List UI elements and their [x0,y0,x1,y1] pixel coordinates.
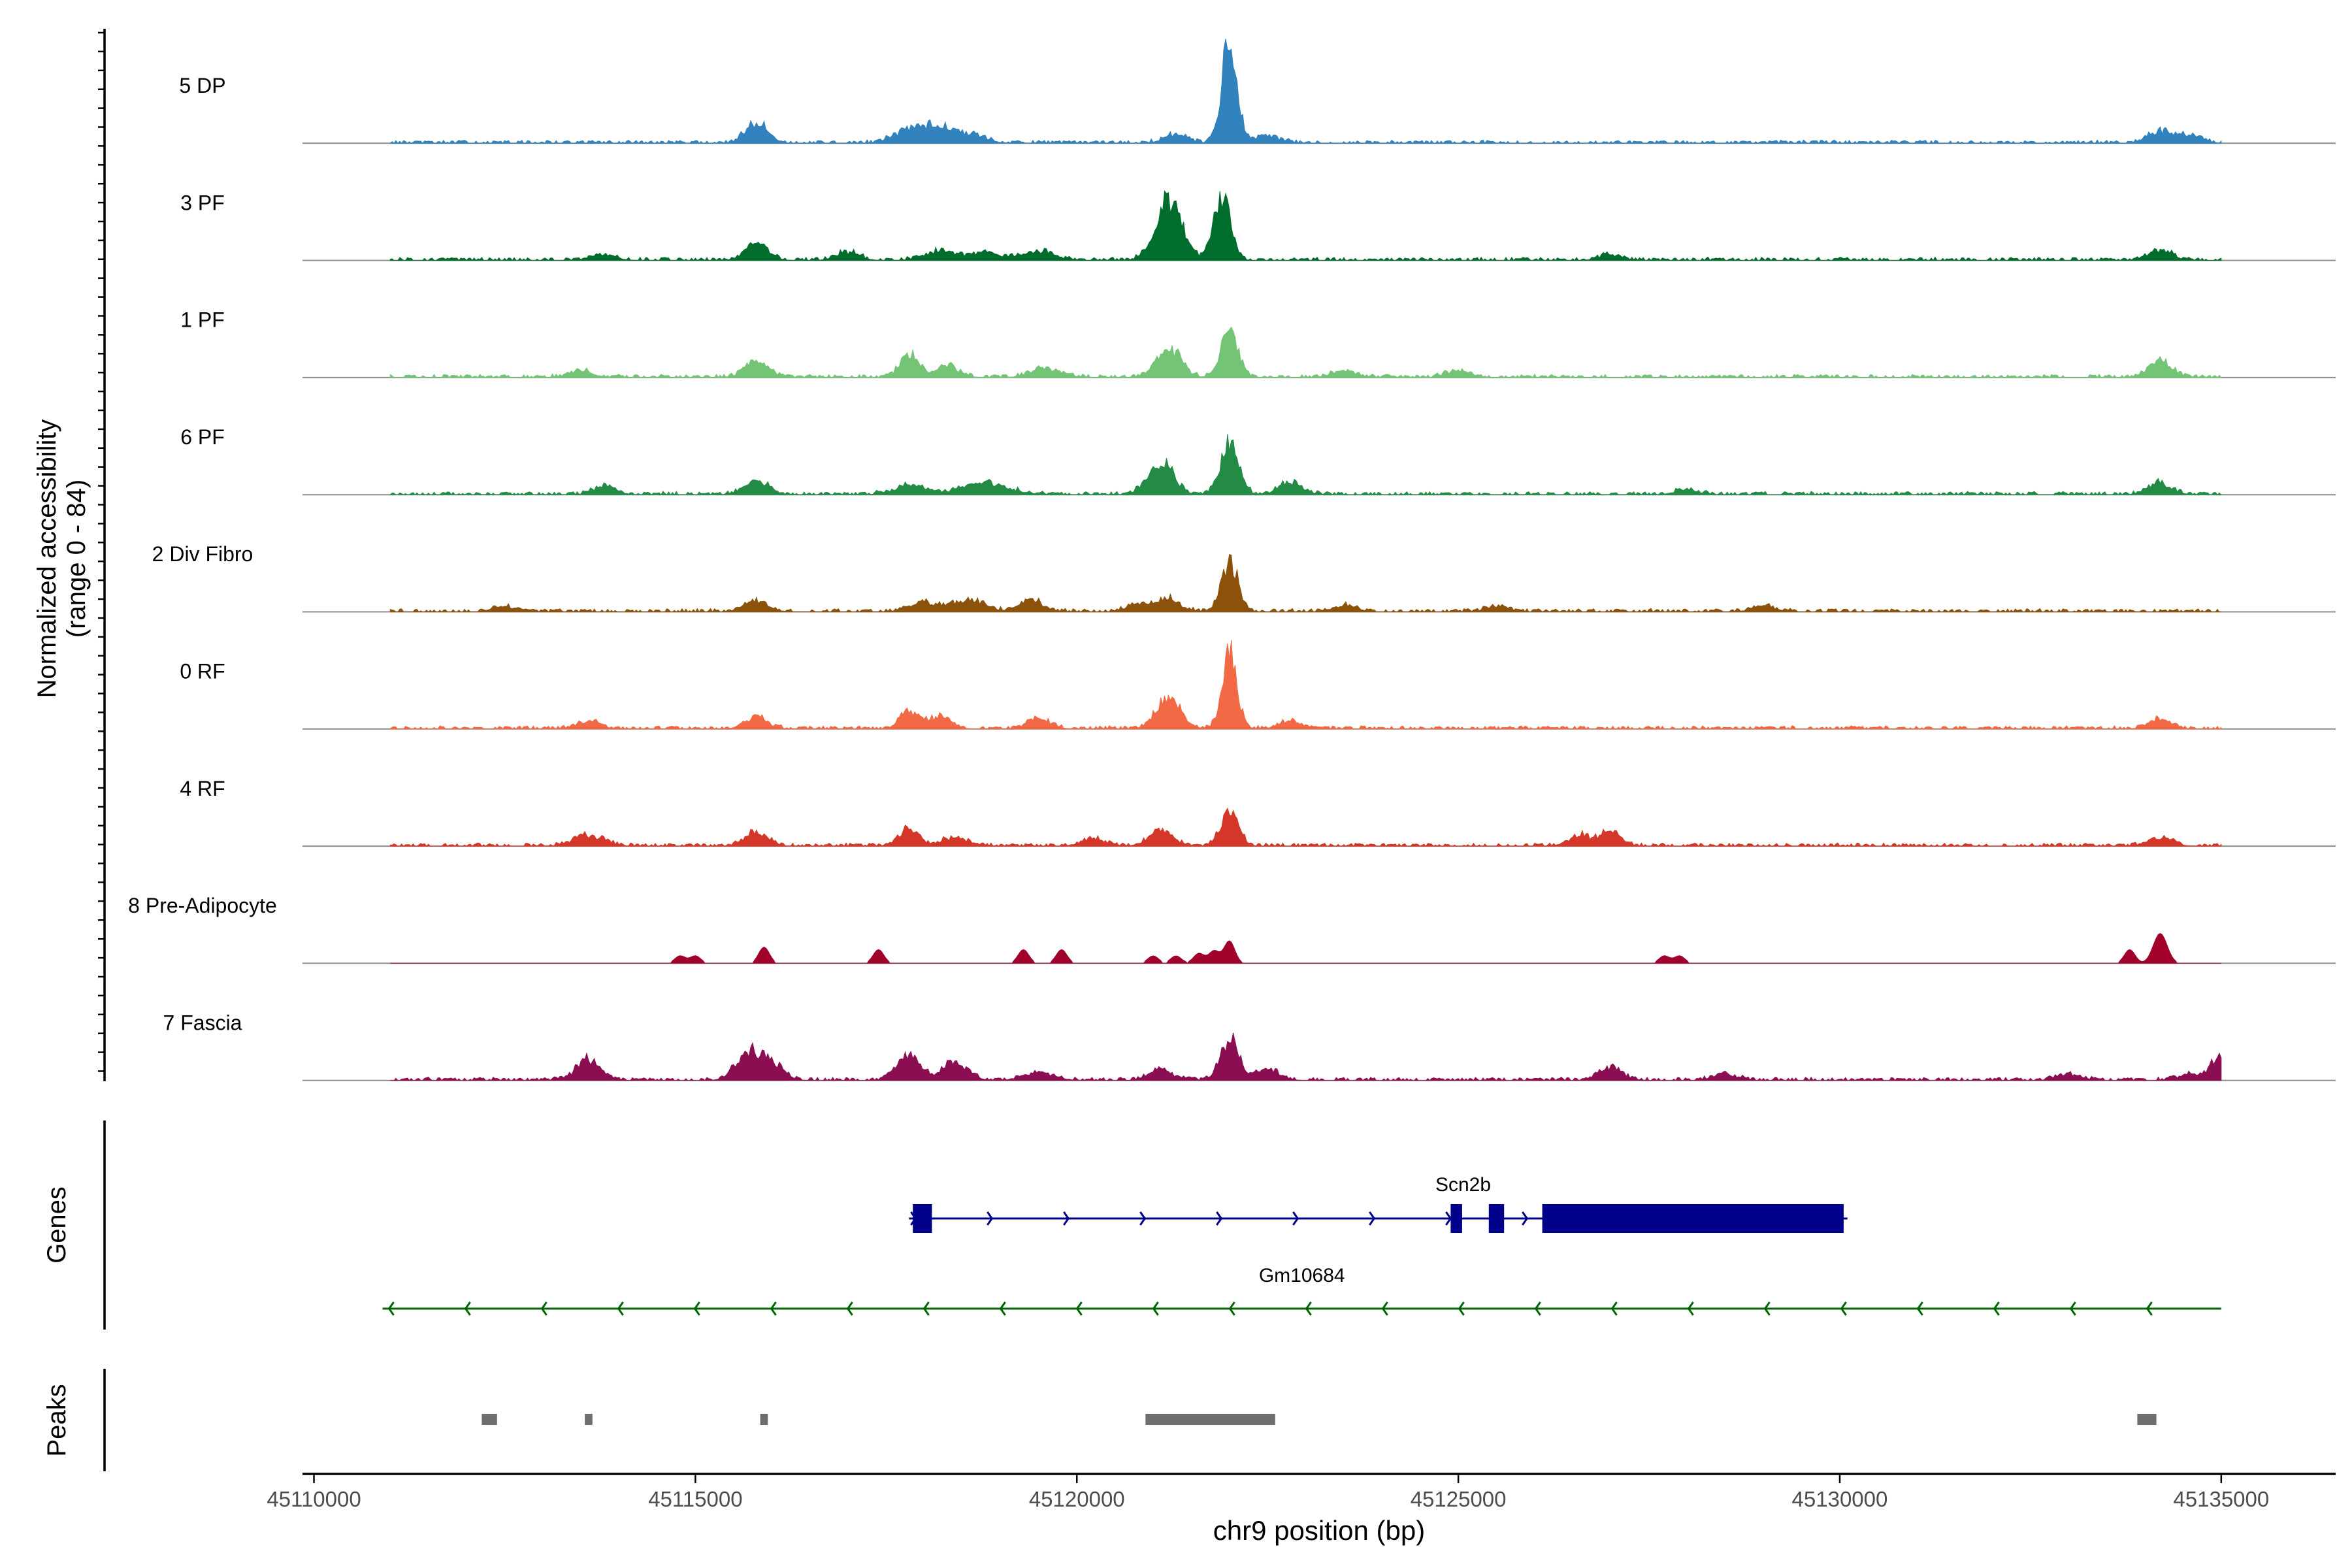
x-axis-ticks: 45110000 45115000 45120000 45125000 45130000… [267,1474,2269,1511]
strand-arrow [693,1301,700,1316]
x-tick-label: 45130000 [1792,1487,1888,1511]
coverage-area [389,190,2222,261]
track-label: 2 Div Fibro [152,542,253,566]
x-tick-label: 45120000 [1029,1487,1125,1511]
coverage-area [389,326,2222,378]
strand-arrow [770,1301,777,1316]
gene-label: Scn2b [1435,1174,1491,1196]
track-label: 0 RF [180,660,225,683]
x-tick-label: 45115000 [648,1487,742,1511]
strand-arrow [999,1301,1006,1316]
gene-exon [1488,1204,1505,1233]
track-label: 1 PF [180,308,225,332]
peak-region [2137,1414,2157,1425]
genes-track-label-text: Genes [42,1186,71,1264]
track-label: 4 RF [180,777,225,800]
strand-arrow [1534,1301,1541,1316]
strand-arrow [1228,1301,1235,1316]
track-4-rf: 4 RF [180,777,2336,847]
strand-arrow [1687,1301,1694,1316]
coverage-area [389,39,2222,144]
strand-arrow [1840,1301,1847,1316]
track-label: 3 PF [180,191,225,214]
peak-region [1145,1414,1275,1425]
track-label: 8 Pre-Adipocyte [128,894,277,917]
peaks-track-label: Peaks [42,1384,71,1456]
strand-arrow [1993,1301,2000,1316]
y-axis-label: Normalized accessibility (range 0 - 84) [33,419,91,698]
strand-arrow [2146,1301,2153,1316]
coverage-area [389,553,2221,613]
track-0-rf: 0 RF [180,640,2336,730]
strand-arrow [540,1301,547,1316]
x-tick-label: 45110000 [267,1487,361,1511]
y-axis-label-main: Normalized accessibility [33,419,61,698]
strand-arrow [1139,1211,1147,1226]
gene-exon [913,1204,932,1233]
strand-arrow [464,1301,471,1316]
coverage-area [389,434,2223,496]
strand-arrow [1458,1301,1465,1316]
strand-arrow [387,1301,395,1316]
peak-region [482,1414,497,1425]
coverage-area [389,640,2222,730]
strand-arrow [2069,1301,2076,1316]
strand-arrow [617,1301,624,1316]
strand-arrow [1610,1301,1618,1316]
track-2-div-fibro: 2 Div Fibro [152,542,2336,613]
track-1-pf: 1 PF [180,308,2336,378]
strand-arrow [1916,1301,1923,1316]
strand-arrow [1445,1211,1452,1226]
genes-track-label: Genes [42,1186,71,1264]
peak-region [760,1414,768,1425]
track-label: 7 Fascia [163,1011,242,1034]
strand-arrow [1763,1301,1771,1316]
strand-arrow [1381,1301,1388,1316]
gene-annotations: Scn2b Gm10684 [382,1174,2221,1316]
peaks-track-label-text: Peaks [42,1384,71,1456]
strand-arrow [1292,1211,1299,1226]
gene-scn2b: Scn2b [909,1174,1848,1233]
coverage-area [390,933,2221,964]
peak-region [585,1414,593,1425]
strand-arrow [1305,1301,1312,1316]
x-axis-label: chr9 position (bp) [1213,1515,1426,1546]
strand-arrow [846,1301,853,1316]
track-label: 5 DP [179,74,225,97]
track-5-dp: 5 DP [179,39,2336,144]
strand-arrow [1063,1211,1070,1226]
strand-arrow [1369,1211,1376,1226]
track-8-pre-adipocyte: 8 Pre-Adipocyte [128,894,2336,964]
coverage-y-ticks [98,31,105,1072]
gene-exon [1542,1204,1844,1233]
track-7-fascia: 7 Fascia [163,1011,2336,1081]
coverage-tracks: 5 DP 3 PF 1 PF 6 PF 2 Div Fibro 0 RF 4 RF 8 Pre… [128,39,2336,1081]
gene-gm10684: Gm10684 [382,1265,2221,1316]
strand-arrow [1522,1211,1529,1226]
strand-arrow [987,1211,994,1226]
x-tick-label: 45125000 [1411,1487,1507,1511]
strand-arrow [1075,1301,1083,1316]
strand-arrow [1152,1301,1159,1316]
gene-label: Gm10684 [1259,1265,1345,1286]
track-label: 6 PF [180,425,225,449]
coverage-area [389,807,2222,847]
track-3-pf: 3 PF [180,190,2336,261]
y-axis-label-range: (range 0 - 84) [62,480,91,638]
track-6-pf: 6 PF [180,425,2336,496]
strand-arrow [1216,1211,1223,1226]
gene-exon [1450,1204,1462,1233]
x-tick-label: 45135000 [2173,1487,2269,1511]
peak-regions [482,1414,2157,1425]
coverage-area [390,1032,2222,1081]
strand-arrow [923,1301,930,1316]
